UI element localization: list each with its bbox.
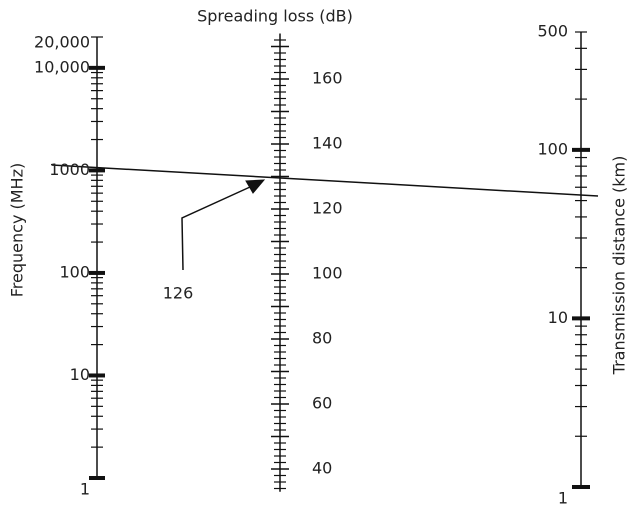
tick-label: 160: [312, 69, 343, 88]
tick-label: 20,000: [34, 33, 90, 52]
reading-line: [51, 164, 599, 197]
tick-label: 140: [312, 134, 343, 153]
tick-label: 60: [312, 394, 332, 413]
tick-label: 120: [312, 199, 343, 218]
tick-label: 10: [70, 365, 90, 384]
tick-label: 10: [548, 308, 568, 327]
annotation-arrow: [181, 186, 251, 271]
tick-label: 1000: [49, 160, 90, 179]
tick-label: 500: [537, 22, 568, 41]
tick-label: 40: [312, 459, 332, 478]
tick-label: 100: [537, 139, 568, 158]
scale-title: Spreading loss (dB): [197, 7, 353, 26]
tick-label: 100: [59, 262, 90, 281]
tick-label: 100: [312, 264, 343, 283]
annotation: 126: [163, 284, 194, 303]
tick-label: 10,000: [34, 57, 90, 76]
scale-title: Frequency (MHz): [8, 163, 27, 297]
scale-title: Transmission distance (km): [610, 156, 629, 376]
tick-label: 1: [558, 489, 568, 508]
arrow-head: [245, 179, 266, 194]
tick-label: 1: [80, 480, 90, 499]
tick-label: 80: [312, 329, 332, 348]
